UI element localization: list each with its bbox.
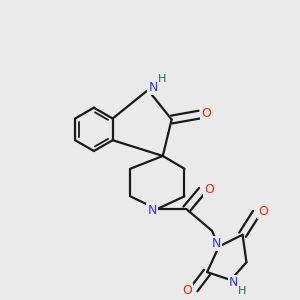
Text: O: O [204, 183, 214, 196]
Text: O: O [258, 205, 268, 218]
Text: N: N [147, 204, 157, 217]
Text: H: H [158, 74, 166, 84]
Text: O: O [182, 284, 192, 297]
Text: N: N [229, 276, 238, 290]
Text: N: N [211, 237, 220, 250]
Text: N: N [148, 80, 158, 94]
Text: H: H [238, 286, 247, 296]
Text: O: O [201, 107, 211, 120]
